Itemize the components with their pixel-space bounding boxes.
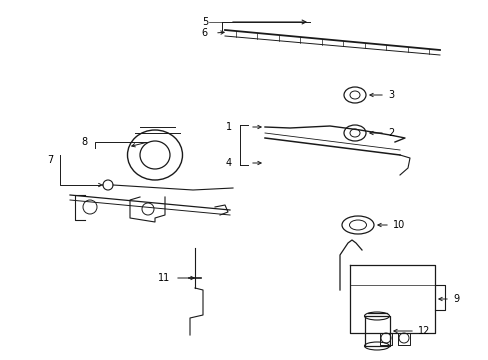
Text: 2: 2 xyxy=(387,128,393,138)
Text: 4: 4 xyxy=(225,158,231,168)
Text: 9: 9 xyxy=(452,294,458,304)
Text: 11: 11 xyxy=(158,273,170,283)
Text: 10: 10 xyxy=(392,220,405,230)
Text: 3: 3 xyxy=(387,90,393,100)
Text: 6: 6 xyxy=(202,28,207,38)
Text: 1: 1 xyxy=(225,122,231,132)
Text: 8: 8 xyxy=(81,137,88,147)
Text: 5: 5 xyxy=(202,17,207,27)
Text: 7: 7 xyxy=(47,155,53,165)
Text: 12: 12 xyxy=(417,326,429,336)
